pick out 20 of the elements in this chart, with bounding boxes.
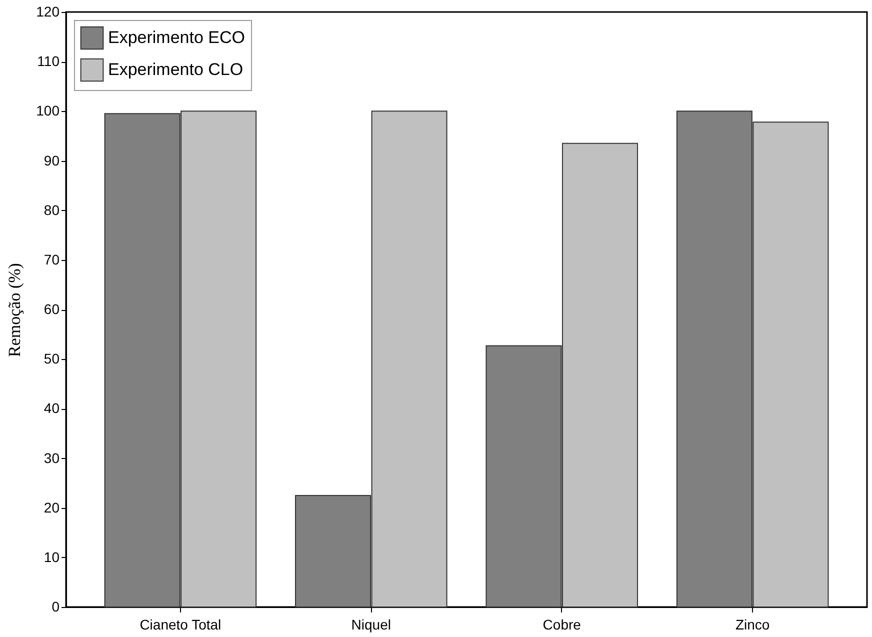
y-tick-label: 20 — [44, 499, 60, 516]
y-tick-label: 110 — [37, 53, 60, 70]
y-tick-label: 100 — [36, 102, 60, 119]
y-tick-label: 90 — [44, 152, 60, 168]
y-tick-label: 80 — [44, 202, 60, 218]
y-tick-label: 40 — [44, 400, 60, 416]
x-tick-label: Cobre — [542, 616, 582, 632]
x-tick-label: Niquel — [351, 616, 391, 632]
y-tick-label: 0 — [52, 598, 60, 614]
legend-label: Experimento CLO — [108, 60, 244, 79]
y-tick-label: 30 — [44, 450, 60, 466]
x-tick-label: Zinco — [735, 616, 770, 632]
y-tick-label: 70 — [44, 251, 60, 268]
y-tick-label: 10 — [44, 548, 60, 565]
y-tick-label: 120 — [36, 4, 60, 20]
y-tick-label: 50 — [44, 350, 60, 367]
y-tick-label: 60 — [44, 301, 60, 317]
legend-label: Experimento ECO — [108, 28, 245, 47]
x-tick-label: Cianeto Total — [140, 616, 222, 632]
y-axis-title: Remoção (%) — [5, 263, 24, 357]
